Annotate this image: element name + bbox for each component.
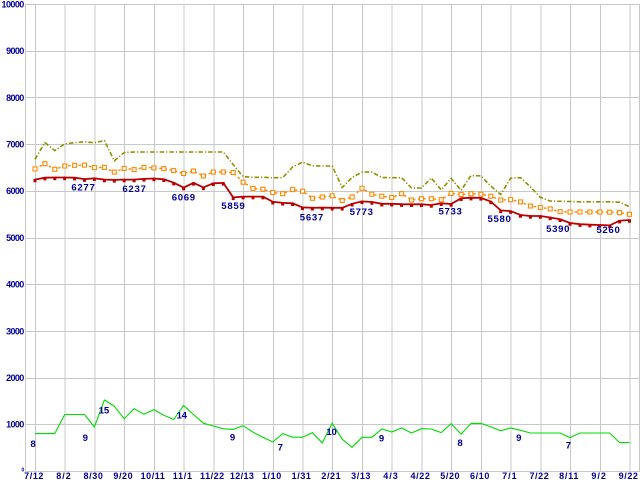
svg-text:1/10: 1/10 <box>262 471 281 480</box>
svg-text:7/1: 7/1 <box>502 471 517 480</box>
svg-text:5390: 5390 <box>546 224 569 235</box>
svg-text:3000: 3000 <box>6 326 24 336</box>
svg-text:5/20: 5/20 <box>440 471 459 480</box>
svg-text:1/31: 1/31 <box>292 471 311 480</box>
svg-text:9: 9 <box>516 433 521 444</box>
svg-text:8/11: 8/11 <box>559 471 578 480</box>
svg-text:5260: 5260 <box>596 225 619 236</box>
svg-text:9000: 9000 <box>6 46 24 56</box>
svg-text:8: 8 <box>30 439 36 450</box>
svg-text:6/10: 6/10 <box>470 471 489 480</box>
svg-text:11/22: 11/22 <box>200 471 224 480</box>
svg-text:9: 9 <box>379 434 384 445</box>
svg-text:4/3: 4/3 <box>383 471 398 480</box>
svg-text:9/20: 9/20 <box>113 471 132 480</box>
svg-text:15: 15 <box>99 405 110 416</box>
svg-text:5733: 5733 <box>439 207 462 218</box>
svg-text:5637: 5637 <box>300 212 323 223</box>
svg-text:8000: 8000 <box>6 93 24 103</box>
svg-text:5000: 5000 <box>6 233 24 243</box>
svg-text:9: 9 <box>230 433 235 444</box>
svg-text:5859: 5859 <box>221 201 244 212</box>
svg-text:11/1: 11/1 <box>173 471 192 480</box>
svg-text:1000: 1000 <box>6 420 24 430</box>
svg-text:7: 7 <box>278 442 283 453</box>
svg-text:5773: 5773 <box>350 207 373 218</box>
svg-text:8: 8 <box>457 438 463 449</box>
svg-text:4/22: 4/22 <box>411 471 430 480</box>
svg-text:6237: 6237 <box>122 184 145 195</box>
svg-text:9/2: 9/2 <box>591 471 606 480</box>
svg-text:9: 9 <box>83 433 88 444</box>
svg-text:3/13: 3/13 <box>351 471 370 480</box>
svg-text:2/21: 2/21 <box>321 471 340 480</box>
svg-text:10/11: 10/11 <box>141 471 165 480</box>
svg-text:8/30: 8/30 <box>84 471 103 480</box>
svg-text:14: 14 <box>177 411 188 422</box>
svg-text:6069: 6069 <box>172 192 195 203</box>
svg-text:8/2: 8/2 <box>56 471 71 480</box>
svg-text:12/13: 12/13 <box>230 471 254 480</box>
svg-text:7/22: 7/22 <box>529 471 548 480</box>
svg-text:10: 10 <box>326 427 336 438</box>
svg-text:10000: 10000 <box>2 0 25 9</box>
svg-text:7: 7 <box>566 441 571 452</box>
svg-text:4000: 4000 <box>6 280 24 290</box>
svg-text:5580: 5580 <box>488 214 511 225</box>
svg-text:7/12: 7/12 <box>24 471 43 480</box>
svg-text:2000: 2000 <box>6 373 24 383</box>
svg-text:6277: 6277 <box>71 182 94 193</box>
svg-text:9/22: 9/22 <box>619 471 638 480</box>
svg-text:0: 0 <box>22 468 25 474</box>
svg-text:7000: 7000 <box>6 140 24 150</box>
svg-text:6000: 6000 <box>6 186 24 196</box>
